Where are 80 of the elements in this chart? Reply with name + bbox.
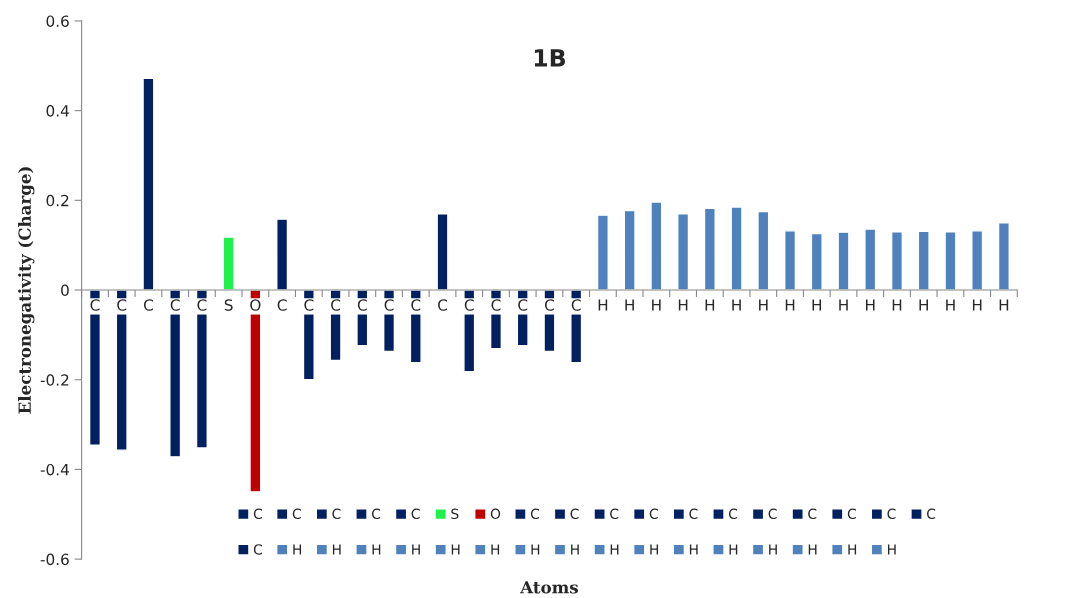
y-tick-label: 0	[61, 284, 69, 297]
x-tick-label: C	[544, 299, 554, 311]
legend-label: C	[292, 508, 301, 520]
x-tick-label: H	[946, 299, 955, 311]
legend-label: C	[649, 508, 658, 520]
x-tick-label: C	[491, 299, 501, 311]
y-tick-label: 0.2	[46, 194, 69, 207]
legend-label: H	[729, 544, 738, 555]
y-axis-title: Electronegativity (Charge)	[18, 167, 35, 414]
legend-label: C	[610, 508, 619, 520]
legend-label: C	[689, 508, 698, 520]
x-tick-label: C	[571, 299, 581, 311]
x-tick-label: O	[250, 299, 261, 311]
x-tick-label: C	[90, 299, 100, 311]
legend-label: H	[293, 544, 302, 555]
x-tick-label: H	[785, 299, 795, 311]
x-tick-label: H	[812, 299, 822, 311]
x-tick-label: H	[705, 299, 715, 311]
x-tick-label: H	[678, 299, 688, 311]
legend-label: H	[808, 544, 817, 555]
legend-label: C	[927, 508, 936, 520]
legend-label: C	[887, 508, 896, 520]
x-tick-label: C	[143, 299, 153, 311]
legend-label: C	[728, 508, 738, 520]
y-tick-label: 0.6	[46, 15, 69, 27]
x-axis-title: Atoms	[520, 581, 578, 594]
legend-label: H	[887, 544, 896, 555]
legend-label: H	[491, 544, 500, 555]
legend-label: O	[490, 508, 501, 520]
legend-label: C	[570, 508, 579, 520]
x-tick-label: C	[464, 299, 474, 311]
x-tick-label: C	[304, 299, 314, 311]
x-tick-label: H	[892, 299, 902, 311]
legend-label: H	[650, 544, 659, 555]
legend-label: C	[530, 508, 540, 520]
legend-label: H	[571, 544, 579, 555]
legend-label: H	[372, 544, 381, 555]
legend-label: H	[689, 544, 698, 555]
x-tick-label: C	[170, 299, 180, 311]
legend-label: C	[768, 508, 777, 520]
y-tick-label: -0.2	[40, 374, 69, 386]
legend-label: C	[371, 508, 381, 520]
legend-label: C	[253, 508, 263, 520]
x-tick-label: C	[384, 299, 394, 311]
legend-label: C	[411, 508, 420, 520]
x-tick-label: C	[331, 299, 341, 311]
y-tick-label: -0.6	[40, 553, 69, 566]
x-tick-label: H	[839, 299, 848, 311]
y-tick-label: 0.4	[46, 105, 69, 117]
legend-label: H	[332, 544, 341, 555]
text: 1B	[534, 49, 565, 67]
legend-label: S	[451, 508, 459, 520]
y-tick-label: -0.4	[40, 463, 69, 476]
x-tick-label: H	[652, 299, 661, 311]
legend-label: H	[610, 544, 619, 555]
x-tick-label: H	[866, 299, 875, 311]
x-tick-label: H	[598, 299, 608, 311]
x-tick-label: H	[732, 299, 741, 311]
legend-label: H	[531, 544, 540, 555]
x-tick-label: H	[759, 299, 768, 311]
x-tick-label: C	[411, 299, 421, 311]
legend-label: C	[332, 508, 341, 520]
x-tick-label: H	[625, 299, 634, 311]
legend-label: C	[253, 544, 263, 555]
x-tick-label: C	[357, 299, 367, 311]
x-tick-label: H	[999, 299, 1009, 311]
legend-label: H	[848, 544, 857, 555]
x-tick-label: C	[197, 299, 207, 311]
legend-label: H	[412, 544, 420, 555]
legend-label: C	[808, 508, 817, 520]
x-tick-label: C	[518, 299, 528, 311]
x-tick-label: C	[277, 299, 287, 311]
legend-label: C	[847, 508, 856, 520]
x-tick-label: H	[919, 299, 928, 311]
x-tick-label: S	[224, 299, 233, 311]
x-tick-label: C	[438, 299, 448, 311]
x-tick-label: H	[972, 299, 982, 311]
x-tick-label: C	[117, 299, 127, 311]
legend-label: H	[769, 544, 777, 555]
legend-label: H	[451, 544, 460, 555]
